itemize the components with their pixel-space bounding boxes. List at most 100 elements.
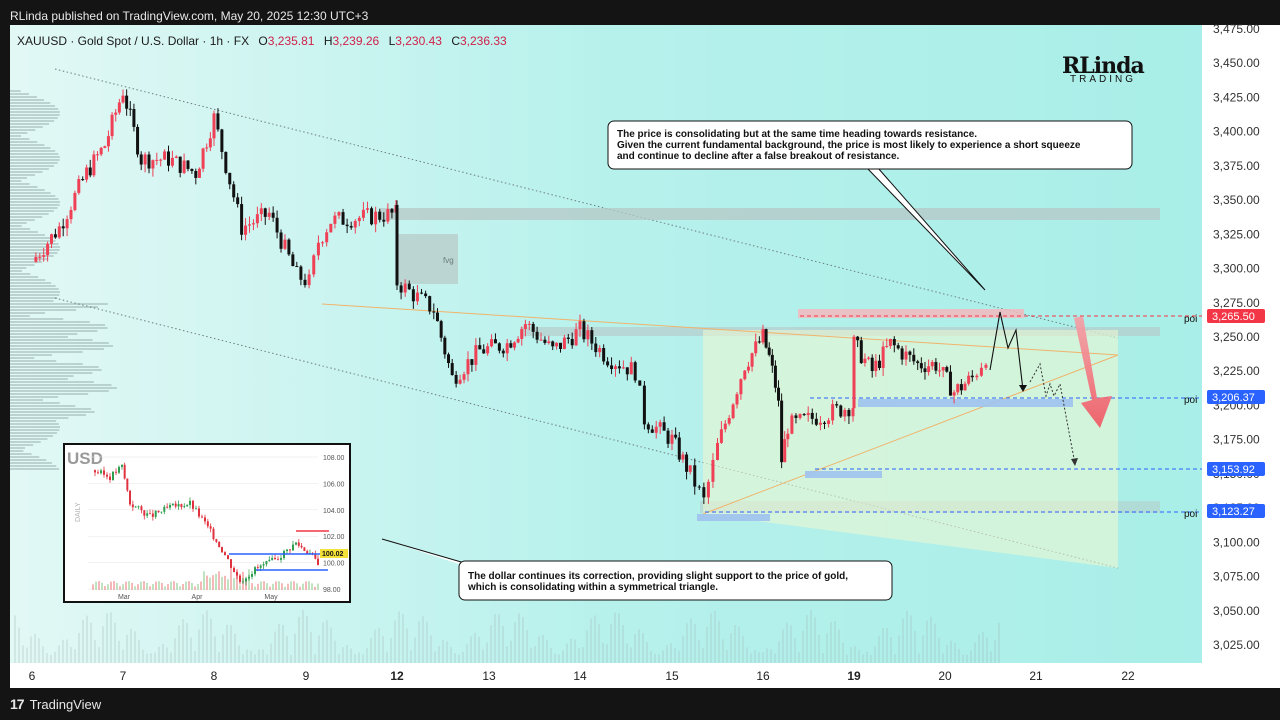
inset-volume-bar <box>221 576 223 590</box>
candle-body <box>236 197 240 205</box>
volume-profile-bar <box>10 414 87 416</box>
candle-body <box>633 362 637 381</box>
volume-bar <box>386 651 388 663</box>
volume-bar <box>418 621 420 663</box>
volume-profile-bar <box>10 348 104 350</box>
inset-volume-bar <box>116 582 118 590</box>
volume-profile-bar <box>10 138 30 140</box>
candle-body <box>888 338 892 346</box>
candle-body <box>110 114 114 137</box>
candle-body <box>716 442 719 460</box>
candle-body <box>670 434 674 444</box>
volume-bar <box>414 637 416 663</box>
inset-candle-body <box>149 513 151 515</box>
inset-x-tick: Mar <box>118 594 131 601</box>
volume-bar <box>402 614 404 663</box>
volume-profile-bar <box>10 381 94 383</box>
inset-volume-bar <box>179 586 181 590</box>
volume-bar <box>58 645 60 663</box>
volume-bar <box>866 651 868 663</box>
candle-body <box>851 408 855 417</box>
candle-body <box>870 357 874 372</box>
volume-bar <box>274 631 276 663</box>
candle-body <box>114 112 118 115</box>
inset-candle-body <box>236 572 238 576</box>
candle-body <box>839 405 843 417</box>
candle-body <box>291 254 295 267</box>
inset-candle-body <box>129 490 131 505</box>
forecast-path-secondary <box>1029 362 1076 465</box>
inset-volume-bar <box>233 578 235 590</box>
time-tick-label: 9 <box>303 669 310 683</box>
volume-bar <box>298 616 300 663</box>
inset-candle-body <box>154 510 157 517</box>
volume-bar <box>506 646 508 663</box>
volume-bar <box>526 630 528 663</box>
volume-bar <box>186 623 188 663</box>
candle-body <box>143 154 147 165</box>
candle-body <box>34 257 38 262</box>
volume-profile-bar <box>10 267 27 269</box>
time-axis[interactable] <box>10 663 1280 688</box>
candle-body <box>863 358 867 364</box>
volume-bar <box>346 644 348 663</box>
volume-bar <box>366 648 368 663</box>
candle-body <box>341 212 345 225</box>
volume-profile-bar <box>10 387 117 389</box>
candle-body <box>212 113 216 139</box>
volume-bar <box>338 654 340 663</box>
volume-bar <box>210 618 212 663</box>
bottom-note-box <box>458 560 893 601</box>
volume-profile-bar <box>10 102 51 104</box>
brand-line-1: RLinda <box>1062 53 1145 79</box>
usd-inset: USD DAILY 108.00 106.00 104.00 102.00 100.00… <box>63 443 351 603</box>
tradingview-logo[interactable]: 17 TradingView <box>10 696 101 712</box>
volume-profile-bar <box>10 237 51 239</box>
inset-volume-bar <box>311 583 313 590</box>
symbol-legend[interactable]: XAUUSD · Gold Spot / U.S. Dollar · 1h · … <box>17 34 507 48</box>
volume-bar <box>894 654 896 663</box>
volume-profile <box>10 90 117 470</box>
candle-body <box>88 167 92 176</box>
volume-profile-bar <box>10 312 46 314</box>
inset-volume-bar <box>254 586 256 590</box>
inset-volume-bar <box>209 577 211 590</box>
volume-bar <box>982 631 984 663</box>
inset-volume-bar <box>317 583 319 590</box>
volume-profile-bar <box>10 366 99 368</box>
volume-bar <box>842 642 844 663</box>
volume-bar <box>902 618 904 663</box>
volume-profile-bar <box>10 114 60 116</box>
candle-body <box>224 151 228 173</box>
volume-profile-bar <box>10 294 60 296</box>
inset-volume-bar <box>263 581 265 590</box>
inset-candle-body <box>180 504 183 508</box>
volume-profile-bar <box>10 405 76 407</box>
candle-body <box>65 219 69 229</box>
price-scale[interactable] <box>1202 25 1280 663</box>
candle-body <box>50 234 53 244</box>
time-tick-label: 19 <box>847 669 861 683</box>
candle-body <box>975 375 979 378</box>
volume-profile-bar <box>10 111 60 113</box>
volume-bar <box>82 619 84 663</box>
volume-bar <box>874 646 876 663</box>
candle-body <box>794 415 798 418</box>
volume-profile-bar <box>10 222 27 224</box>
volume-profile-bar <box>10 147 51 149</box>
volume-profile-bar <box>10 459 47 461</box>
candle-body <box>941 367 945 371</box>
volume-bar <box>482 649 484 663</box>
candle-body <box>814 418 818 425</box>
volume-bar <box>938 637 940 663</box>
volume-bar <box>674 648 676 663</box>
volume-bar <box>246 649 248 663</box>
candle-body <box>613 366 617 369</box>
volume-bar <box>830 622 832 663</box>
inset-candle-body <box>131 504 134 508</box>
candle-body <box>617 366 621 369</box>
volume-bar <box>46 653 48 663</box>
price-tick-label: 3,375.00 <box>1213 159 1260 173</box>
candle-body <box>443 337 447 355</box>
